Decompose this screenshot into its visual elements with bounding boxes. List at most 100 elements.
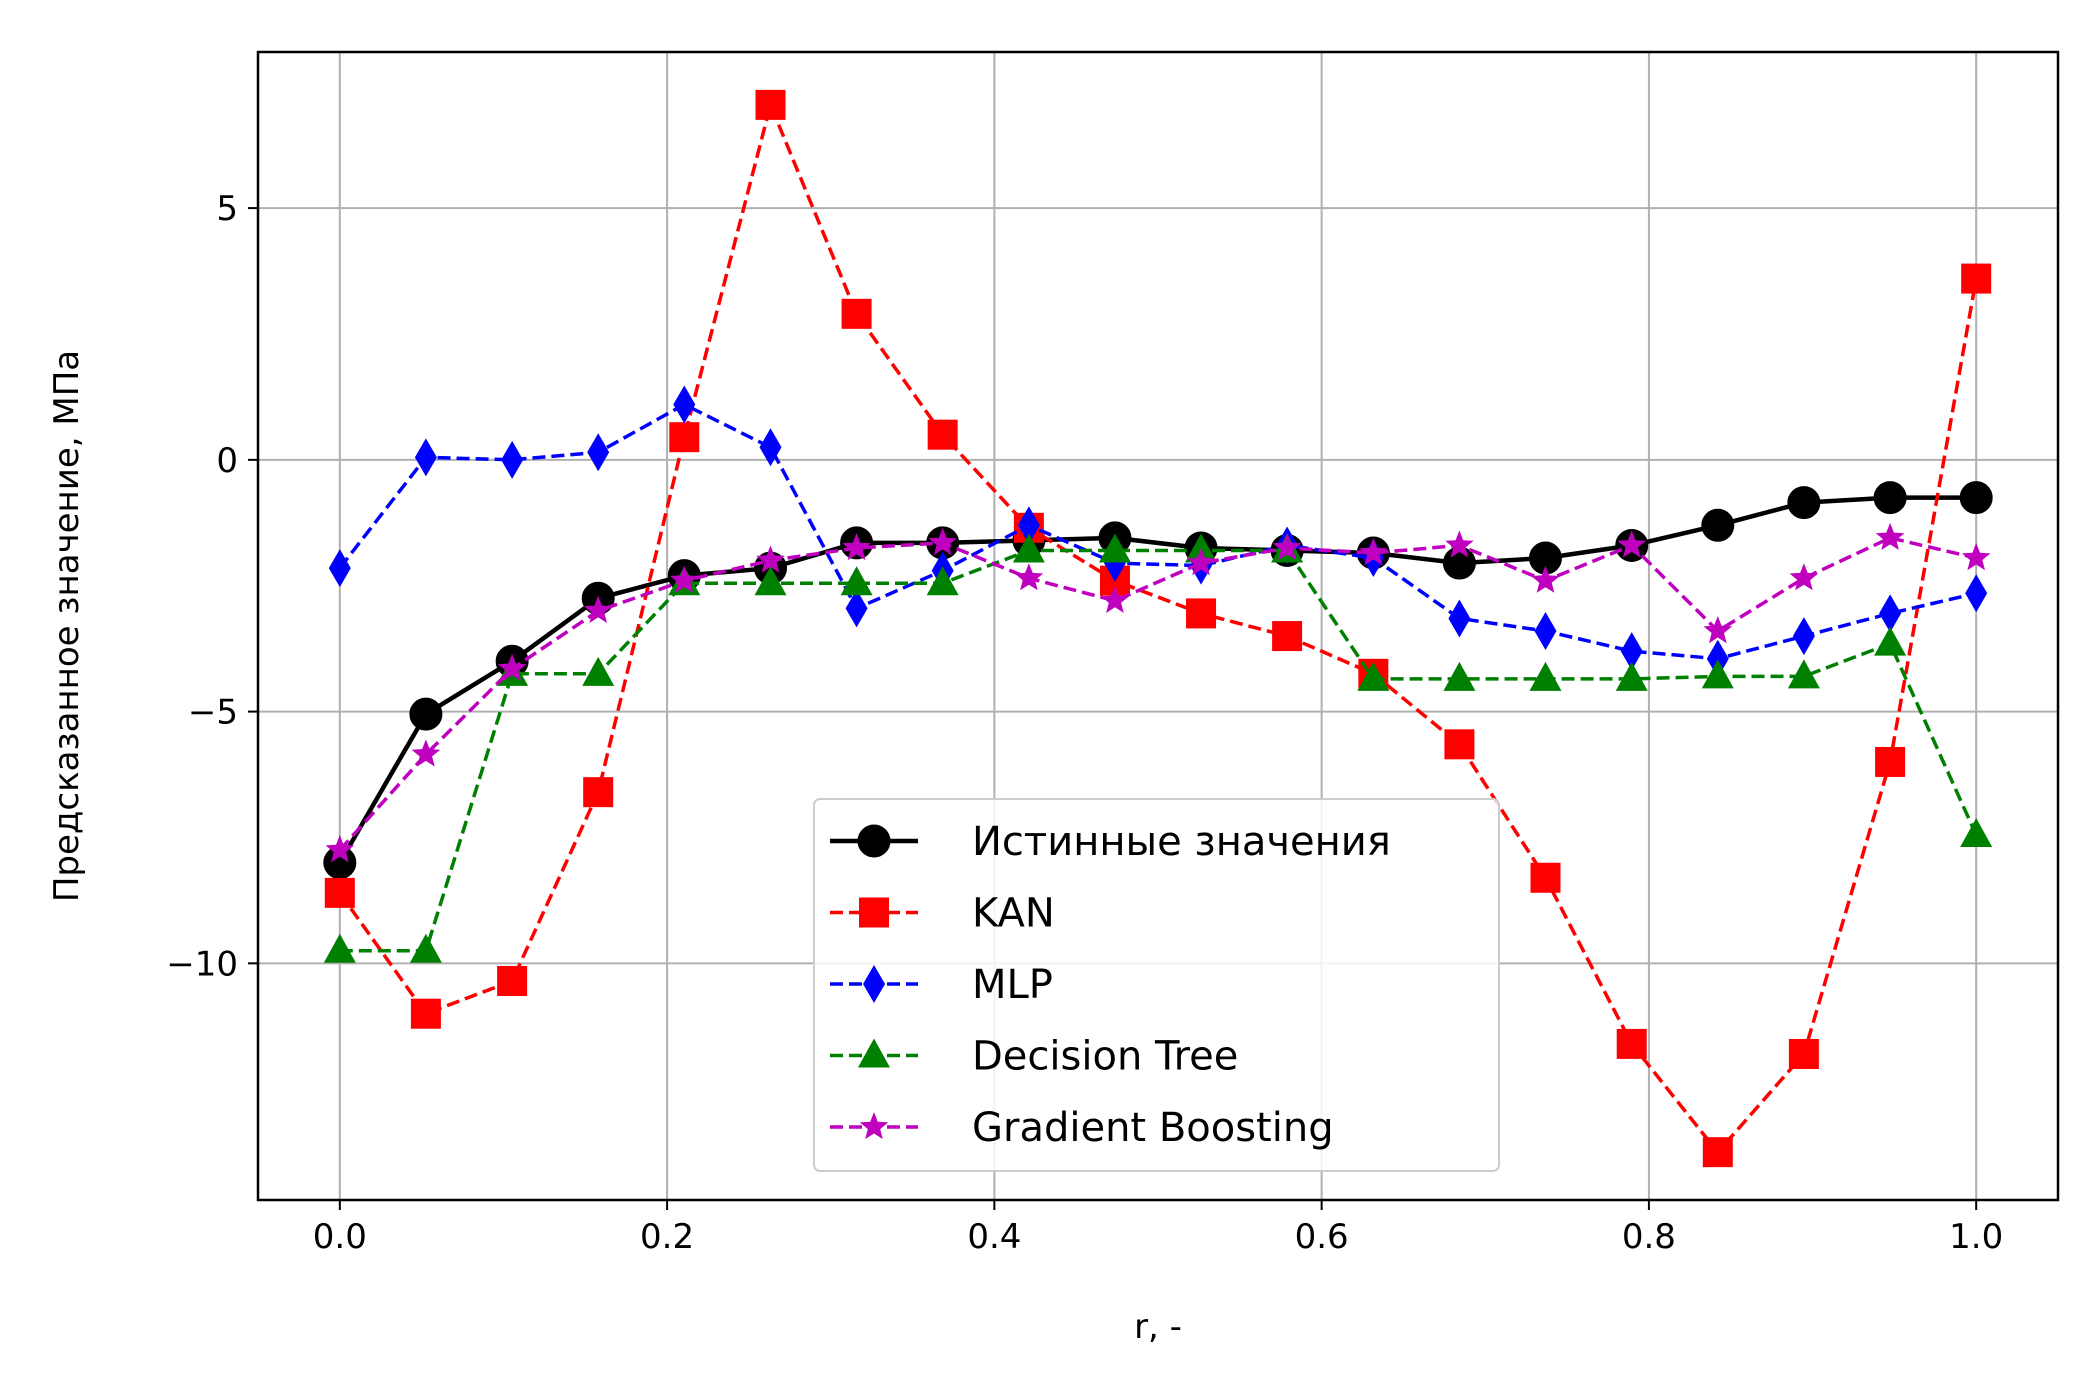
data-point — [1616, 1028, 1647, 1059]
data-point — [497, 965, 528, 996]
grid — [258, 52, 2058, 1200]
data-point — [1445, 530, 1474, 558]
data-point — [409, 933, 442, 963]
data-point — [501, 440, 524, 479]
legend-marker — [859, 897, 889, 928]
x-tick-label: 0.6 — [1295, 1217, 1349, 1257]
legend: Истинные значения KAN MLP Decision Tree Grad… — [813, 798, 1500, 1172]
y-tick-label: 5 — [216, 189, 238, 229]
data-point — [1961, 263, 1992, 294]
legend-item: KAN — [830, 891, 1055, 937]
data-point — [1530, 862, 1561, 893]
data-point — [1357, 661, 1390, 691]
x-tick-label: 0.0 — [313, 1217, 367, 1257]
data-point — [411, 739, 441, 767]
y-axis-label: Предсказанное значение, МПа — [47, 350, 87, 902]
data-point — [754, 566, 787, 596]
data-point — [1012, 533, 1045, 563]
data-point — [414, 438, 437, 477]
data-point — [410, 998, 441, 1029]
data-point — [1874, 626, 1907, 656]
data-point — [1873, 481, 1907, 515]
data-point — [1879, 594, 1902, 633]
data-point — [1787, 659, 1820, 689]
data-point — [1961, 543, 1991, 571]
data-point — [1272, 621, 1303, 652]
data-point — [928, 527, 957, 556]
data-point — [1959, 481, 1993, 515]
legend-item: Gradient Boosting — [830, 1105, 1334, 1151]
data-point — [1185, 533, 1218, 563]
data-point — [1017, 506, 1040, 545]
series-3 — [328, 385, 1988, 678]
data-point — [583, 595, 613, 623]
plot-frame — [256, 50, 2060, 1202]
data-point — [1272, 533, 1302, 561]
series-4 — [323, 533, 1993, 963]
legend-label: Gradient Boosting — [972, 1105, 1334, 1151]
data-point — [926, 566, 959, 596]
data-point — [1792, 617, 1815, 656]
data-point — [1443, 661, 1476, 691]
data-point — [756, 545, 785, 573]
data-point — [1706, 639, 1729, 678]
data-point — [497, 653, 527, 681]
legend-marker — [859, 1112, 889, 1140]
data-point — [927, 419, 958, 450]
legend-item: Decision Tree — [830, 1034, 1238, 1080]
data-point — [1789, 563, 1819, 591]
data-point — [1186, 598, 1217, 629]
data-point — [1965, 574, 1988, 613]
series-line — [339, 548, 1978, 953]
data-point — [1960, 817, 1993, 847]
data-point — [1014, 563, 1044, 591]
data-point — [1701, 659, 1734, 689]
series-5 — [325, 522, 1991, 863]
y-tick-label: −5 — [188, 693, 238, 733]
x-tick-label: 0.4 — [967, 1217, 1021, 1257]
data-point — [1703, 616, 1733, 644]
data-point — [670, 565, 699, 593]
data-point — [1098, 533, 1131, 563]
data-point — [1615, 661, 1648, 691]
data-point — [1620, 632, 1643, 671]
series-layer — [323, 89, 1993, 1168]
y-tick-label: −10 — [166, 944, 238, 984]
series-line — [338, 402, 1977, 661]
data-point — [587, 433, 610, 472]
data-point — [1534, 612, 1557, 651]
data-point — [840, 566, 873, 596]
x-tick-label: 1.0 — [1949, 1217, 2003, 1257]
legend-label: Decision Tree — [972, 1034, 1238, 1080]
data-point — [755, 89, 786, 120]
x-axis-label: r, - — [1134, 1307, 1182, 1347]
legend-label: MLP — [972, 962, 1053, 1008]
data-point — [1787, 486, 1821, 520]
series-line — [338, 536, 1977, 852]
legend-marker — [863, 965, 885, 1003]
data-point — [325, 835, 355, 863]
legend-label: KAN — [972, 891, 1055, 937]
data-point — [1617, 530, 1646, 558]
x-tick-label: 0.2 — [640, 1217, 694, 1257]
legend-item: Истинные значения — [830, 819, 1391, 865]
x-tick-label: 0.8 — [1622, 1217, 1676, 1257]
plot-border — [256, 50, 2060, 1202]
data-point — [669, 422, 700, 453]
data-point — [841, 298, 872, 329]
data-point — [1701, 508, 1735, 542]
data-point — [673, 385, 696, 424]
data-point — [1531, 565, 1560, 593]
data-point — [1875, 746, 1906, 777]
data-point — [845, 589, 868, 628]
data-point — [582, 656, 615, 686]
data-point — [759, 428, 782, 467]
data-point — [409, 697, 443, 731]
legend-box — [813, 798, 1500, 1172]
data-point — [323, 933, 356, 963]
legend-label: Истинные значения — [972, 819, 1391, 865]
series-2 — [324, 89, 1992, 1168]
data-point — [583, 777, 614, 808]
data-point — [1529, 661, 1562, 691]
